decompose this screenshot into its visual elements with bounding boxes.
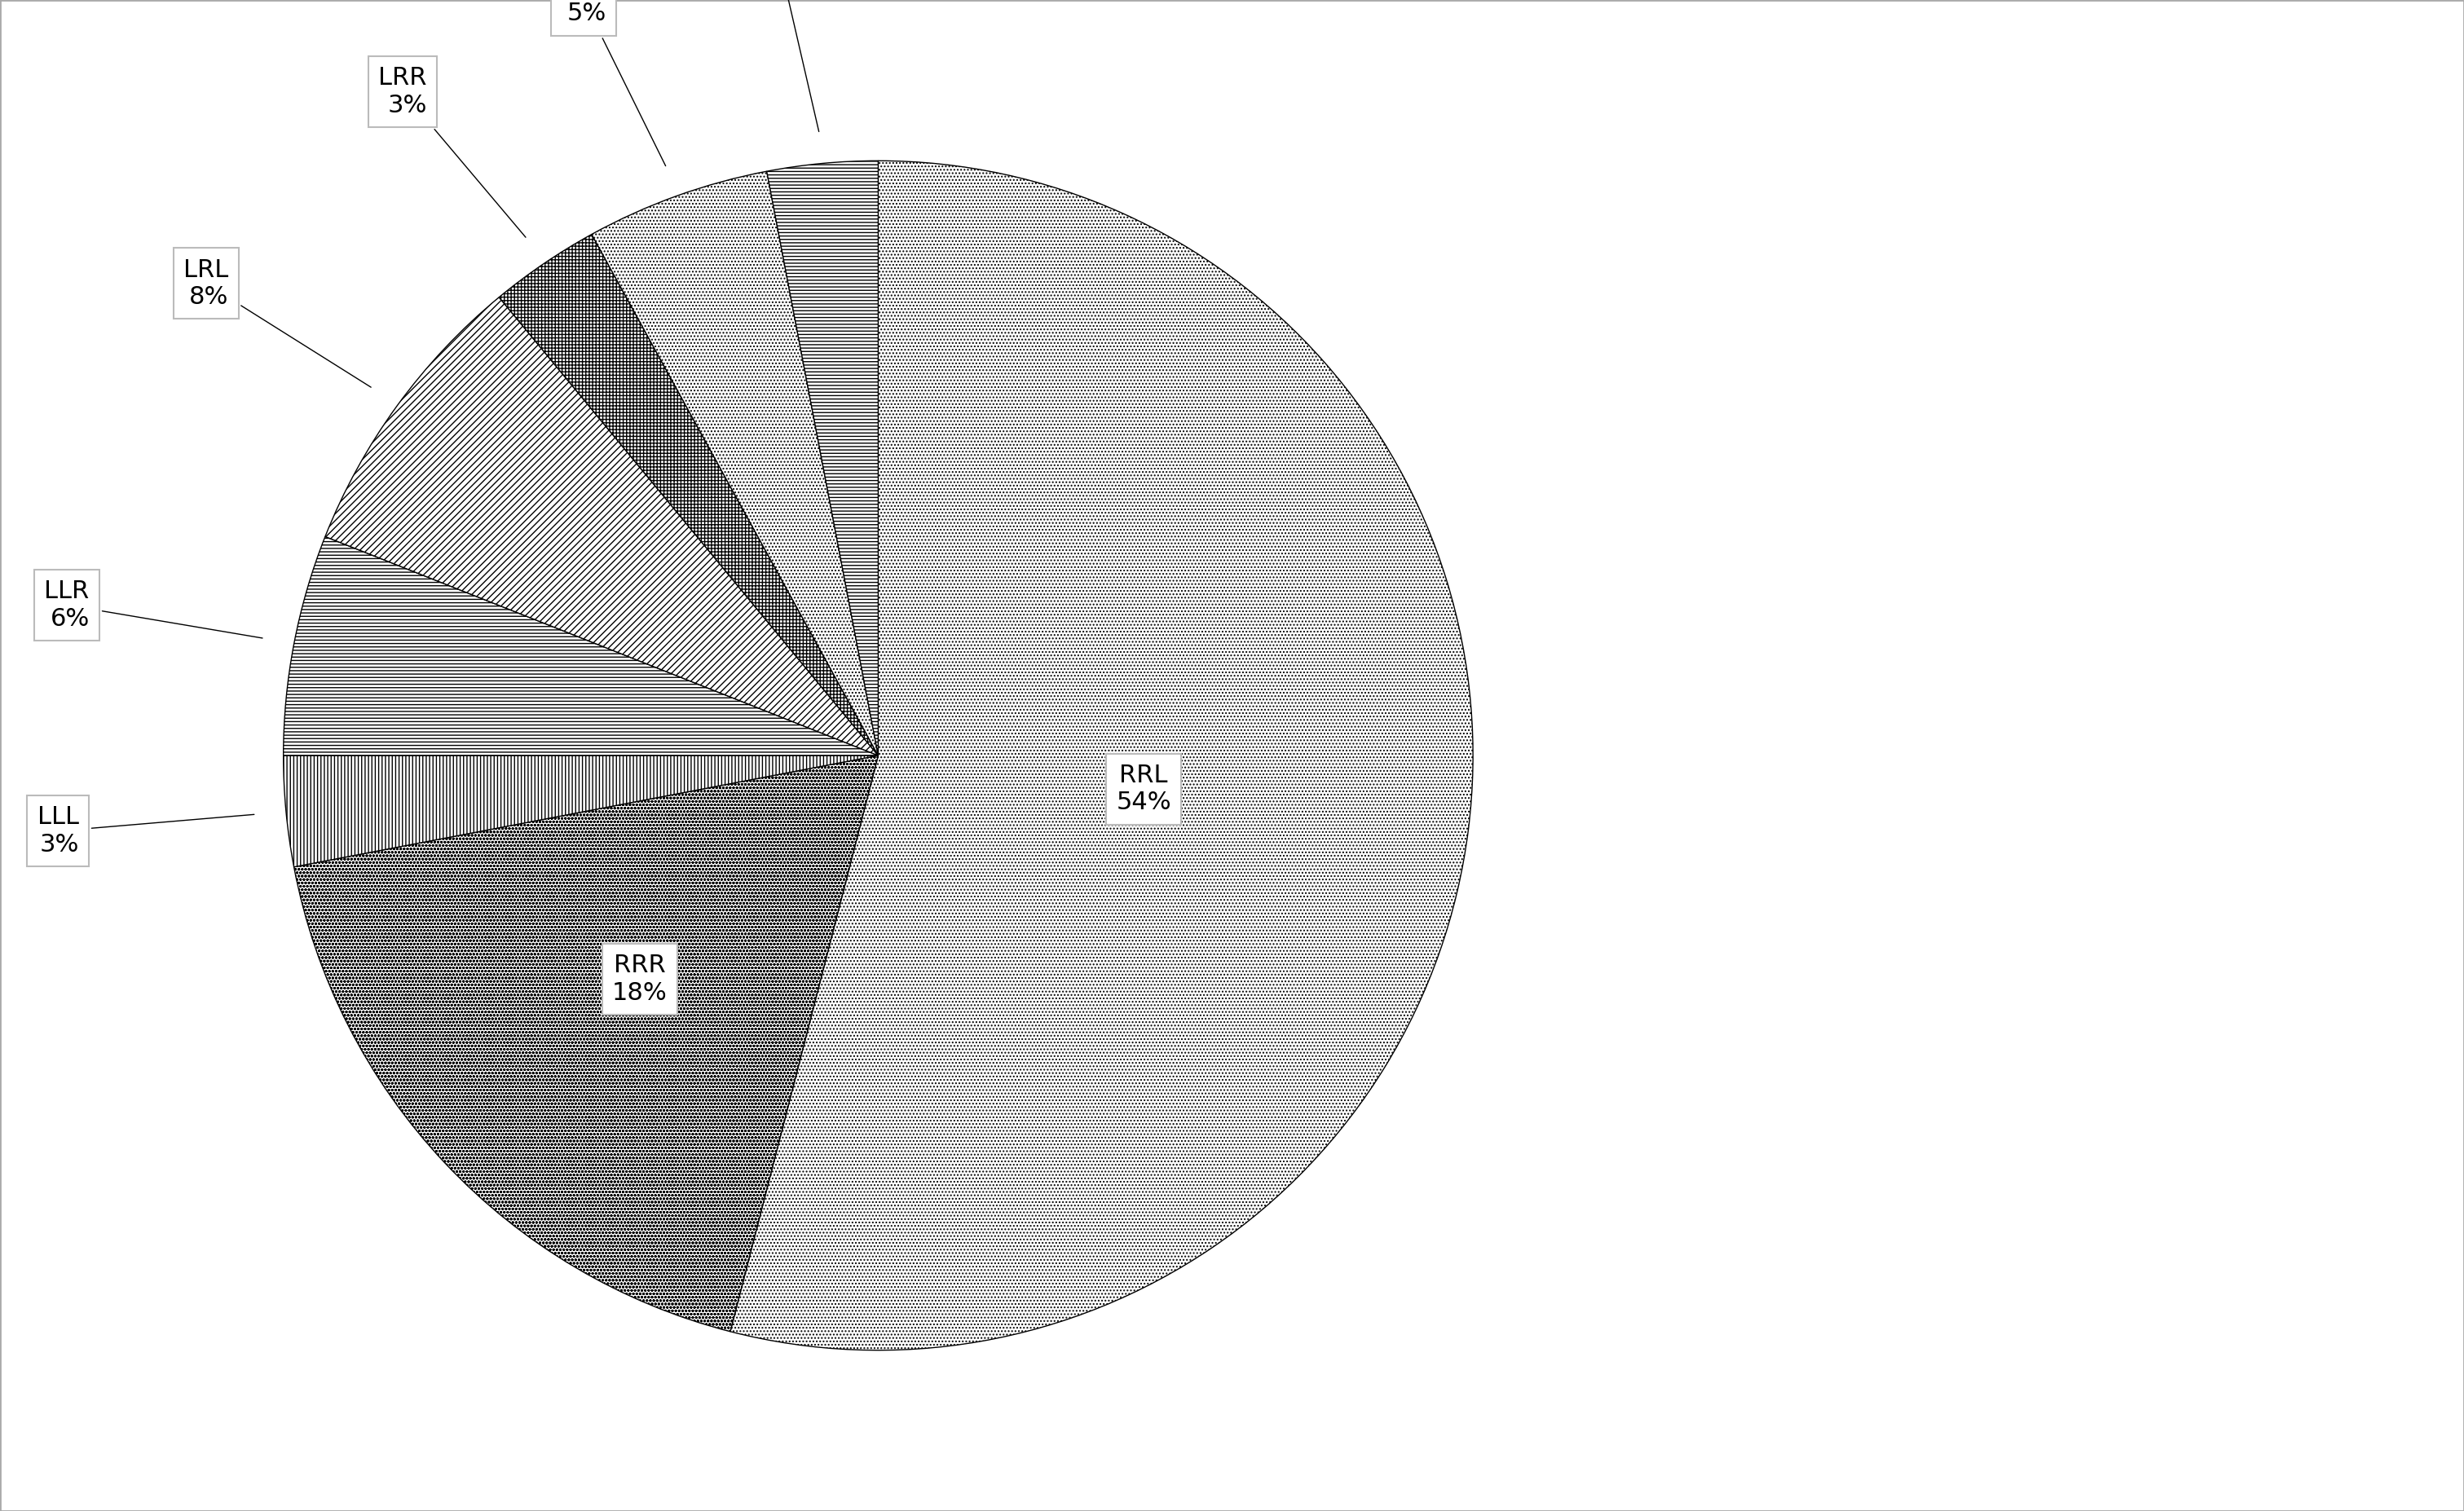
Wedge shape [729, 160, 1473, 1351]
Text: RRL
54%: RRL 54% [1116, 763, 1170, 814]
Text: LLL
3%: LLL 3% [37, 805, 254, 857]
Wedge shape [283, 756, 877, 867]
Wedge shape [591, 171, 877, 756]
Wedge shape [766, 160, 877, 756]
Text: RLR
3%: RLR 3% [754, 0, 818, 131]
Text: LRR
3%: LRR 3% [379, 66, 525, 237]
Wedge shape [325, 298, 877, 756]
Wedge shape [283, 536, 877, 756]
Wedge shape [500, 234, 877, 756]
Text: LLR
6%: LLR 6% [44, 580, 264, 638]
Wedge shape [293, 756, 877, 1331]
Text: RLL
5%: RLL 5% [562, 0, 665, 166]
Text: LRL
8%: LRL 8% [182, 258, 372, 387]
Text: RRR
18%: RRR 18% [611, 953, 668, 1005]
